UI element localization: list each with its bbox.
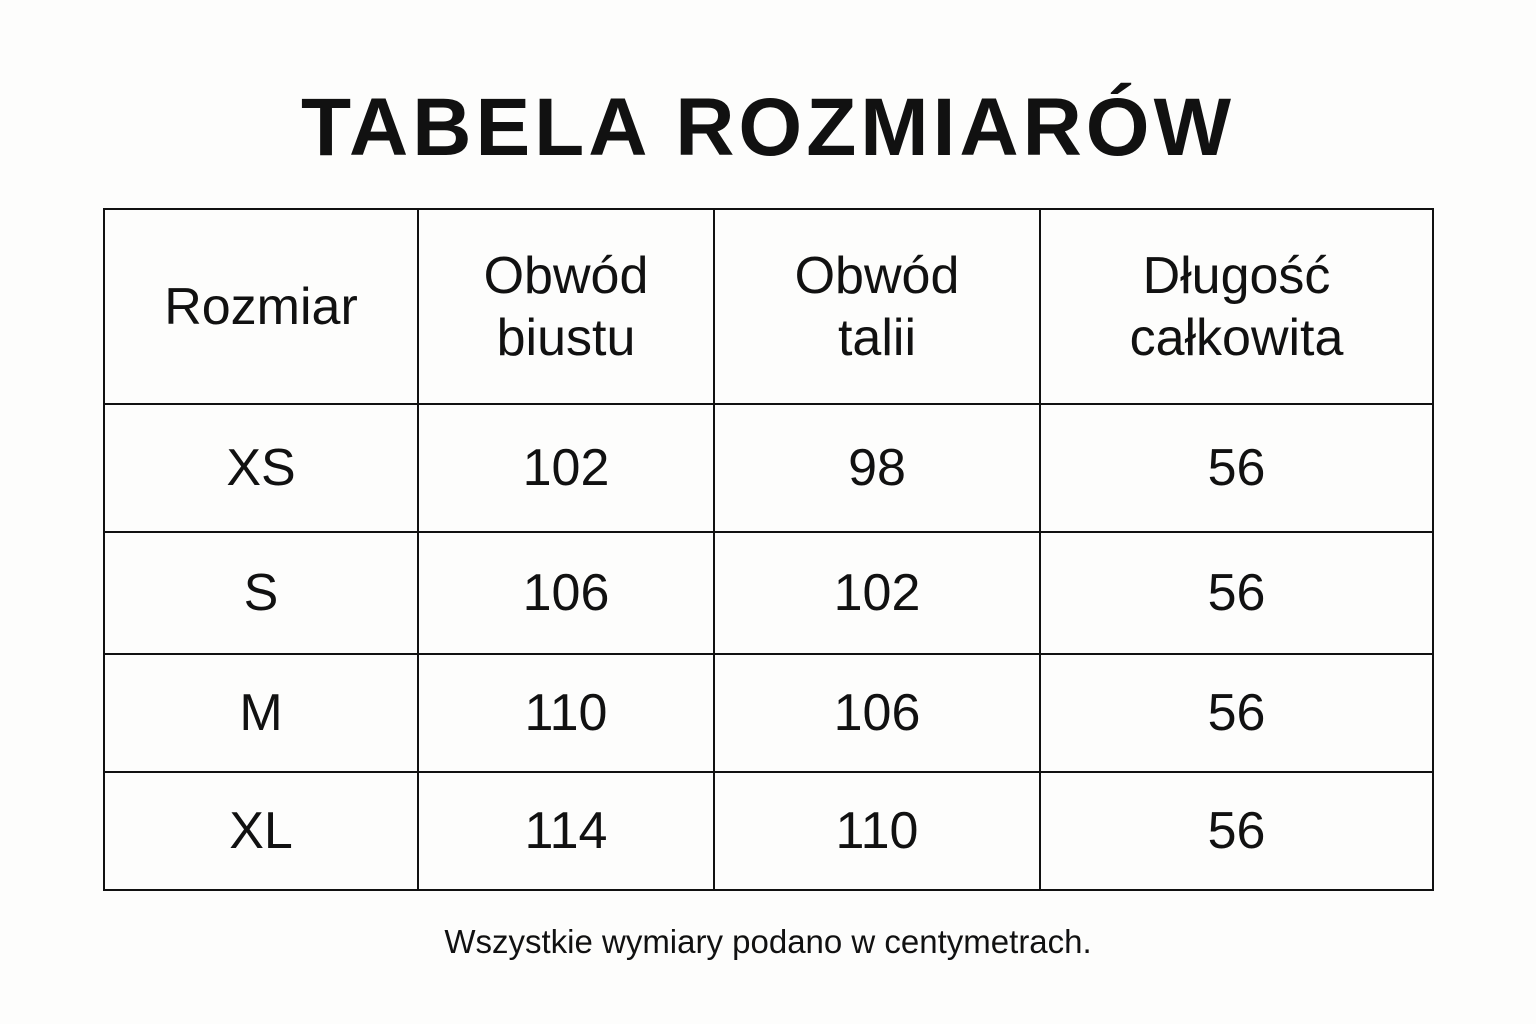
cell-waist: 110 (713, 771, 1041, 891)
header-bust: Obwód biustu (417, 208, 715, 405)
header-label: Długość (1142, 246, 1331, 305)
table-row: S 106 102 56 (103, 531, 1434, 655)
footnote: Wszystkie wymiary podano w centymetrach. (444, 923, 1092, 960)
cell-bust: 110 (417, 653, 715, 773)
cell-size: XS (103, 403, 419, 533)
header-label: całkowita (1129, 308, 1344, 367)
header-label: biustu (496, 308, 636, 367)
cell-size: S (103, 531, 419, 655)
table-header-row: Rozmiar Obwód biustu Obwód talii Długość ca… (103, 208, 1434, 405)
header-length: Długość całkowita (1039, 208, 1434, 405)
cell-length: 56 (1039, 531, 1434, 655)
table-row: XS 102 98 56 (103, 403, 1434, 533)
cell-size: M (103, 653, 419, 773)
header-label: Obwód (794, 246, 960, 305)
size-table: Rozmiar Obwód biustu Obwód talii Długość ca… (103, 208, 1434, 891)
cell-bust: 114 (417, 771, 715, 891)
table-row: M 110 106 56 (103, 653, 1434, 773)
header-label: Obwód (483, 246, 649, 305)
header-label: Rozmiar (164, 277, 358, 336)
cell-waist: 106 (713, 653, 1041, 773)
cell-length: 56 (1039, 653, 1434, 773)
cell-bust: 106 (417, 531, 715, 655)
table-row: XL 114 110 56 (103, 771, 1434, 891)
cell-waist: 98 (713, 403, 1041, 533)
page-title: TABELA ROZMIARÓW (301, 82, 1235, 173)
cell-length: 56 (1039, 403, 1434, 533)
cell-bust: 102 (417, 403, 715, 533)
cell-length: 56 (1039, 771, 1434, 891)
cell-waist: 102 (713, 531, 1041, 655)
header-label: talii (837, 308, 917, 367)
header-waist: Obwód talii (713, 208, 1041, 405)
header-size: Rozmiar (103, 208, 419, 405)
cell-size: XL (103, 771, 419, 891)
